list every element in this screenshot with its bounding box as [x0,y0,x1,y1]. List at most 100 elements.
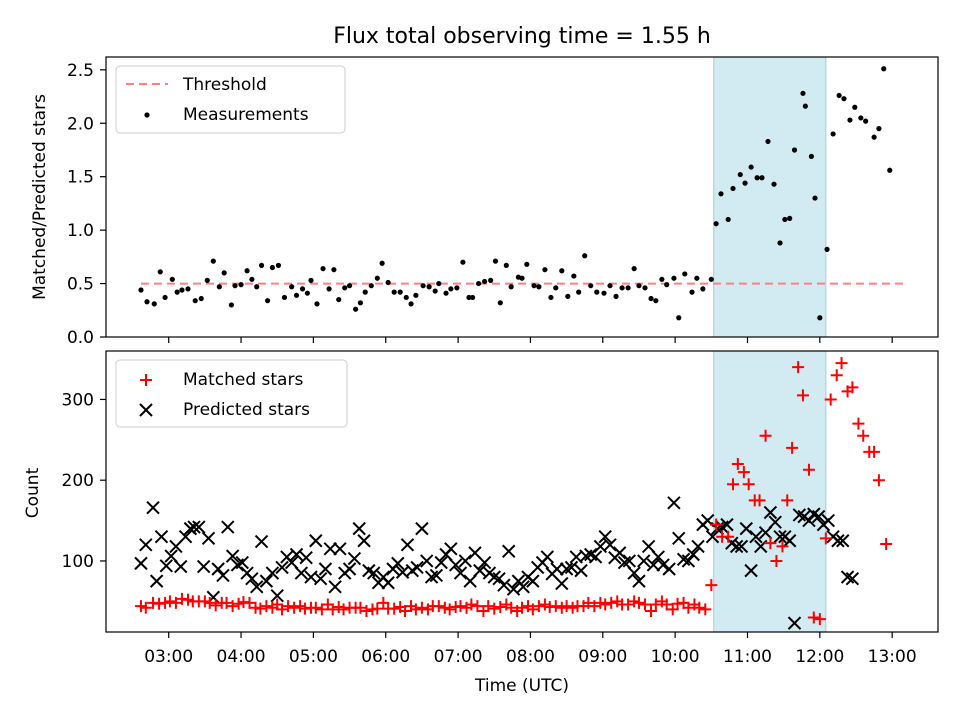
measurement-point [802,103,808,109]
predicted-star-point [681,554,696,568]
measurement-point [791,147,798,153]
measurement-point [331,267,337,273]
measurement-point [858,115,864,121]
measurement-point [676,315,682,321]
predicted-star-point [284,555,299,570]
predicted-star-point [444,542,458,556]
predicted-star-point [134,556,148,571]
measurement-point [174,289,180,295]
measurement-point [748,164,754,170]
predicted-star-point [612,546,627,560]
x-tick-label: 06:00 [361,647,410,667]
measurement-point [293,292,300,298]
measurement-point [542,267,548,273]
predicted-star-point [391,556,405,571]
measurement-point [689,289,695,295]
measurement-point [852,104,858,110]
measurement-point [138,287,144,293]
measurement-point [594,289,600,295]
matched-star-point [802,463,815,476]
measurement-point [488,277,494,283]
measurement-point [571,273,577,279]
measurement-point [179,287,185,293]
matched-star-point [776,540,789,553]
matched-star-point [605,596,618,609]
measurement-point [320,266,326,272]
matched-star-point [722,530,735,543]
matched-star-point [807,611,820,624]
panel-ratio-ylabel: Matched/Predicted stars [30,94,50,300]
measurement-point [642,285,648,291]
predicted-star-point [763,505,778,520]
predicted-star-point [691,539,705,554]
predicted-star-point [622,554,637,568]
measurement-point [497,300,503,306]
measurement-point [871,134,877,140]
predicted-star-point [410,560,424,575]
matched-star-point [699,603,712,616]
matched-star-point [710,518,723,531]
measurement-point [391,289,397,295]
x-tick-label: 05:00 [289,647,338,667]
measurement-point [824,246,830,252]
measurement-point [269,264,275,271]
predicted-star-point [211,562,225,576]
matched-star-point [770,554,783,567]
predicted-star-point [497,578,511,592]
measurement-point [185,286,191,292]
measurement-point [700,286,706,292]
predicted-star-point [352,521,366,536]
matched-star-point [505,601,518,614]
measurement-point [718,191,724,197]
matched-star-point [737,466,750,479]
measurement-point [808,153,814,159]
predicted-star-point [676,552,691,567]
matched-star-point [415,601,428,614]
matched-star-point [288,601,301,614]
predicted-star-point [463,574,477,588]
matched-star-point [276,603,289,616]
measurement-point [304,290,310,296]
predicted-star-point [424,570,439,584]
matched-star-point [371,602,384,615]
measurement-point [601,290,607,296]
predicted-star-point [729,539,744,554]
predicted-star-point [347,551,362,566]
matched-star-point [315,603,328,616]
measurement-point [708,276,714,282]
predicted-star-point [603,538,617,552]
predicted-star-point [453,566,468,580]
measurement-point [336,296,342,303]
measurement-point [362,289,368,295]
measurement-point [281,294,288,301]
predicted-star-point [720,517,734,532]
measurement-point [536,284,542,290]
measurement-point [192,298,198,304]
predicted-star-point [318,562,333,576]
chart-title: Flux total observing time = 1.55 h [333,24,711,49]
matched-star-point [203,596,216,609]
matched-star-point [764,537,777,550]
measurement-point [636,283,642,289]
predicted-star-point [225,549,240,563]
predicted-star-point [555,576,569,591]
measurement-point [326,286,332,292]
matched-star-point [781,494,794,507]
measurement-point [151,301,157,307]
matched-star-point [388,602,401,615]
predicted-star-point [739,521,753,536]
measurement-point [228,302,235,308]
measurement-point [144,299,150,305]
measurement-point [379,260,385,266]
predicted-star-point [201,531,216,546]
predicted-star-point [617,555,632,570]
measurement-point [275,262,282,268]
matched-star-point [139,601,152,614]
measurement-point [607,283,613,289]
panel-ratio-frame [105,56,939,338]
predicted-star-point [506,582,521,596]
y-tick-label: 1.5 [67,168,94,188]
matched-star-point [742,478,755,491]
measurement-point [754,175,760,181]
measurement-point [648,295,654,302]
